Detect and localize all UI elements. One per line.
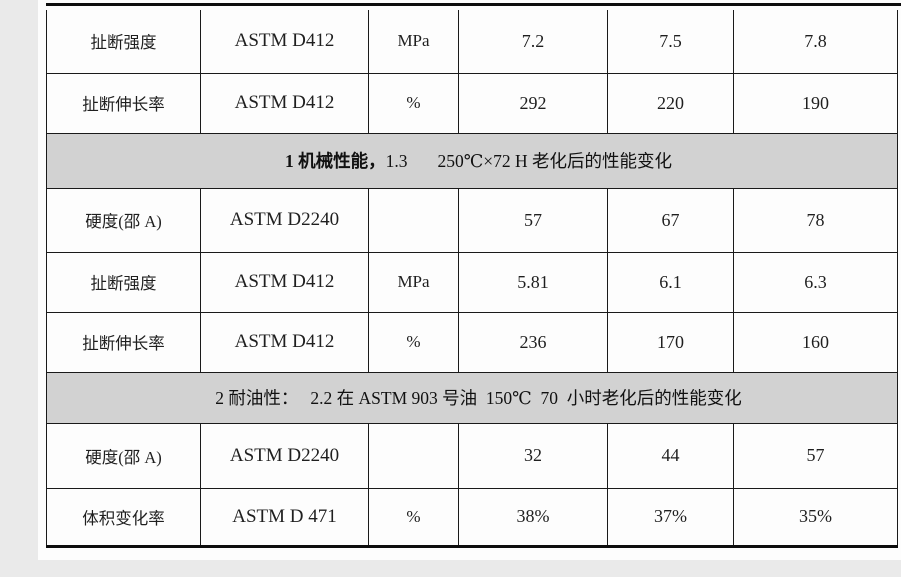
cell-value-1: 292 <box>458 72 608 134</box>
table-row: 硬度(邵 A) ASTM D2240 32 44 57 <box>46 422 898 489</box>
cell-property-name: 体积变化率 <box>46 487 201 548</box>
cell-unit: MPa <box>368 251 459 313</box>
cell-property-name: 扯断强度 <box>46 251 201 313</box>
page-left-margin <box>0 0 38 577</box>
section-header-row: 2 耐油性： 2.2 在 ASTM 903 号油 150℃ 70 小时老化后的性能… <box>46 371 898 424</box>
cell-property-name: 扯断伸长率 <box>46 311 201 373</box>
cell-unit <box>368 422 459 489</box>
table-row: 扯断伸长率 ASTM D412 % 236 170 160 <box>46 311 898 373</box>
cell-value-2: 37% <box>607 487 734 548</box>
table-row: 扯断伸长率 ASTM D412 % 292 220 190 <box>46 72 898 134</box>
section-header-row: 1 机械性能，1.3 250℃×72 H 老化后的性能变化 <box>46 132 898 189</box>
cell-test-standard: ASTM D412 <box>200 311 369 373</box>
cell-value-2: 44 <box>607 422 734 489</box>
cell-unit: % <box>368 487 459 548</box>
cell-value-1: 38% <box>458 487 608 548</box>
cell-value-3: 190 <box>733 72 898 134</box>
cell-value-2: 170 <box>607 311 734 373</box>
table-row: 扯断强度 ASTM D412 MPa 5.81 6.1 6.3 <box>46 251 898 313</box>
cell-value-3: 7.8 <box>733 10 898 74</box>
cell-property-name: 硬度(邵 A) <box>46 422 201 489</box>
cell-value-1: 7.2 <box>458 10 608 74</box>
section-header-2: 2 耐油性： 2.2 在 ASTM 903 号油 150℃ 70 小时老化后的性能… <box>46 371 898 424</box>
cell-unit: % <box>368 72 459 134</box>
cell-property-name: 扯断伸长率 <box>46 72 201 134</box>
cell-property-name: 扯断强度 <box>46 10 201 74</box>
cell-unit: MPa <box>368 10 459 74</box>
cell-value-2: 220 <box>607 72 734 134</box>
cell-value-1: 57 <box>458 187 608 253</box>
table-row: 扯断强度 ASTM D412 MPa 7.2 7.5 7.8 <box>46 10 898 74</box>
table-row: 硬度(邵 A) ASTM D2240 57 67 78 <box>46 187 898 253</box>
cell-value-3: 35% <box>733 487 898 548</box>
cell-test-standard: ASTM D412 <box>200 72 369 134</box>
cell-unit: % <box>368 311 459 373</box>
page-bottom-margin <box>0 560 901 577</box>
cell-property-name: 硬度(邵 A) <box>46 187 201 253</box>
section1-subclause: 1.3 <box>385 151 408 171</box>
section2-title: 2 耐油性： <box>215 388 299 408</box>
cell-test-standard: ASTM D 471 <box>200 487 369 548</box>
cell-test-standard: ASTM D2240 <box>200 187 369 253</box>
section1-description: 250℃×72 H 老化后的性能变化 <box>437 151 673 171</box>
cell-value-3: 78 <box>733 187 898 253</box>
cell-value-3: 6.3 <box>733 251 898 313</box>
section-header-1: 1 机械性能，1.3 250℃×72 H 老化后的性能变化 <box>46 132 898 189</box>
cell-value-1: 5.81 <box>458 251 608 313</box>
table-row: 体积变化率 ASTM D 471 % 38% 37% 35% <box>46 487 898 548</box>
cell-test-standard: ASTM D412 <box>200 251 369 313</box>
cell-value-2: 67 <box>607 187 734 253</box>
properties-table: 扯断强度 ASTM D412 MPa 7.2 7.5 7.8 扯断伸长率 AST… <box>46 10 898 548</box>
cell-value-3: 57 <box>733 422 898 489</box>
table-top-rule <box>46 3 901 6</box>
cell-value-2: 7.5 <box>607 10 734 74</box>
cell-value-2: 6.1 <box>607 251 734 313</box>
section1-title: 1 机械性能， <box>284 151 386 171</box>
cell-value-1: 236 <box>458 311 608 373</box>
cell-test-standard: ASTM D2240 <box>200 422 369 489</box>
cell-value-1: 32 <box>458 422 608 489</box>
section2-description: 2.2 在 ASTM 903 号油 150℃ 70 小时老化后的性能变化 <box>310 388 742 408</box>
cell-value-3: 160 <box>733 311 898 373</box>
cell-test-standard: ASTM D412 <box>200 10 369 74</box>
cell-unit <box>368 187 459 253</box>
